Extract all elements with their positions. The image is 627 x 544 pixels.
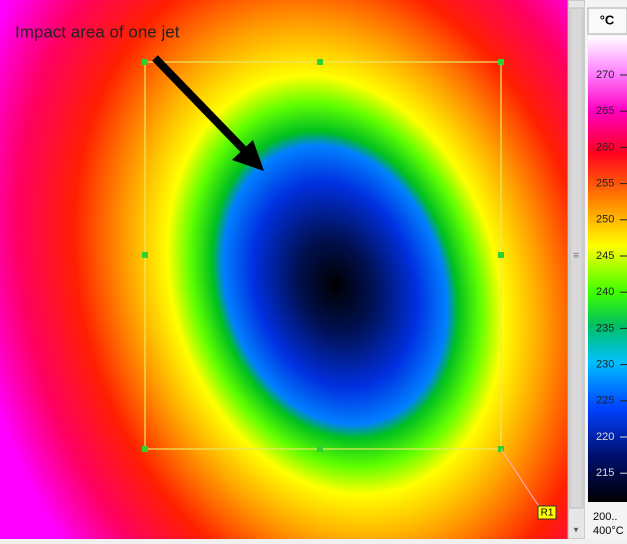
scale-tick-label: 250 [596,214,614,226]
range-high: 400°C [593,525,624,537]
page: R1 Impact area of one jet ≡ ▾ °C 270 265 2… [0,0,627,539]
thermal-view: R1 Impact area of one jet ≡ ▾ °C 270 265 2… [0,0,627,539]
scale-tick-label: 260 [596,141,614,153]
scroll-arrow[interactable]: ▾ [574,524,579,534]
scale-tick-label: 235 [596,322,614,334]
scale-tick-label: 230 [596,359,614,371]
scale-tick-label: 255 [596,178,614,190]
scale-tick-label: 215 [596,467,614,479]
splitter-grip: ≡ [573,251,579,262]
annotation: Impact area of one jet [15,22,180,41]
scale-tick-label: 245 [596,250,614,262]
scale-unit: °C [600,12,615,27]
range-low: 200.. [593,511,617,523]
thermal-image [0,0,568,539]
scale-tick-label: 240 [596,286,614,298]
roi-label: R1 [541,508,554,519]
scale-tick-label: 270 [596,69,614,81]
scale-tick-label: 225 [596,395,614,407]
scale-tick-label: 265 [596,105,614,117]
scale-tick-label: 220 [596,431,614,443]
